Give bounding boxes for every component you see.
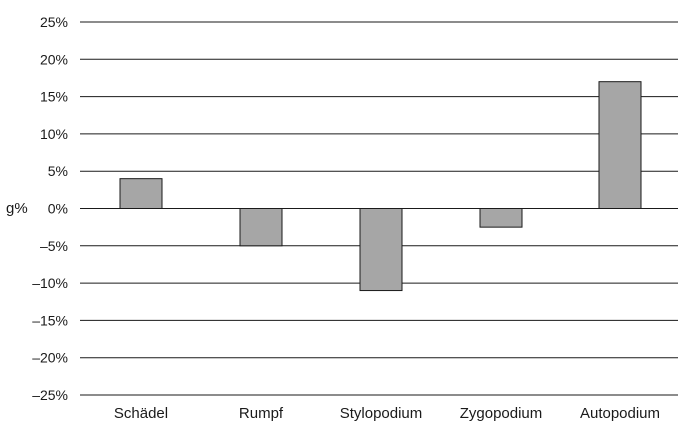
y-tick-label: 5% xyxy=(48,163,68,179)
x-category-label: Stylopodium xyxy=(340,405,423,422)
y-tick-label: –5% xyxy=(40,238,68,254)
y-tick-label: 25% xyxy=(40,14,68,30)
bar-autopodium xyxy=(598,81,642,209)
bar-stylopodium xyxy=(359,208,403,292)
y-tick-label: –10% xyxy=(32,275,68,291)
y-axis-label: g% xyxy=(6,200,28,217)
y-tick-label: –25% xyxy=(32,387,68,403)
y-tick-labels: 25% 20% 15% 10% 5% 0% –5% –10% –15% –20% –25% xyxy=(32,14,68,403)
bar-rumpf xyxy=(239,208,283,247)
y-tick-label: –20% xyxy=(32,350,68,366)
y-tick-label: 10% xyxy=(40,126,68,142)
x-category-labels: Schädel Rumpf Stylopodium Zygopodium Autopod… xyxy=(114,405,660,422)
x-category-label: Autopodium xyxy=(580,405,660,422)
bars xyxy=(119,81,642,292)
x-category-label: Zygopodium xyxy=(460,405,543,422)
y-tick-label: 15% xyxy=(40,89,68,105)
bar-schädel xyxy=(119,178,163,210)
x-category-label: Rumpf xyxy=(239,405,284,422)
y-tick-label: –15% xyxy=(32,312,68,328)
x-category-label: Schädel xyxy=(114,405,168,422)
y-tick-label: 0% xyxy=(48,201,68,217)
y-tick-label: 20% xyxy=(40,51,68,67)
bar-zygopodium xyxy=(479,208,523,228)
